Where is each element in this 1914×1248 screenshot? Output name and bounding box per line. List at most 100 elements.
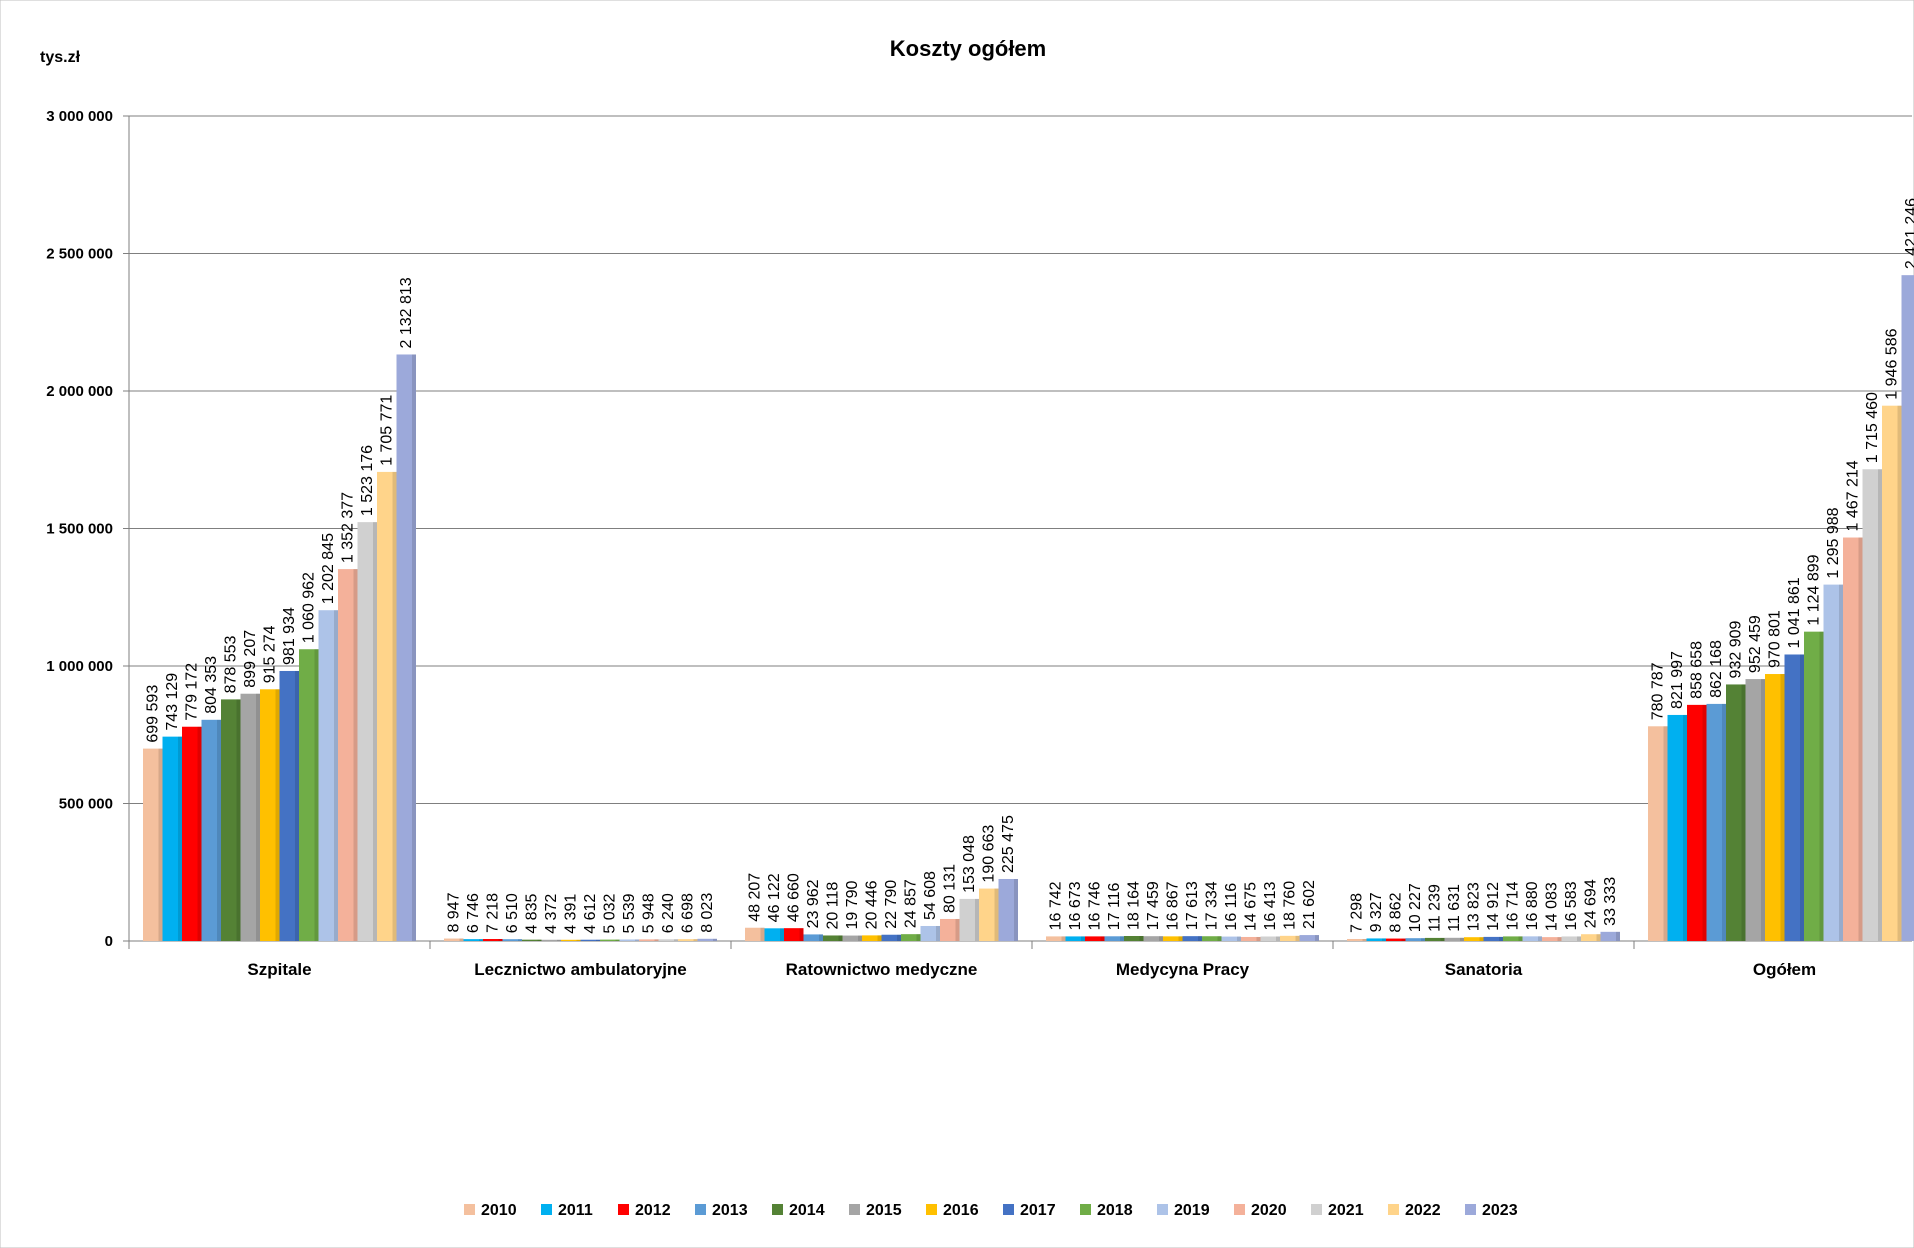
bar-shade bbox=[1460, 937, 1464, 941]
bar-shade bbox=[1518, 936, 1523, 941]
category-label: Sanatoria bbox=[1445, 960, 1523, 979]
legend: 2010 2011 2012 2013 2014 2015 2016 2017 2018 2019… bbox=[464, 1202, 1518, 1219]
data-label: 699 593 bbox=[145, 685, 162, 743]
bar-shade bbox=[1178, 936, 1183, 941]
bar-2023 bbox=[1901, 275, 1914, 941]
legend-swatch bbox=[695, 1204, 706, 1215]
data-label: 1 946 586 bbox=[1884, 328, 1901, 399]
bar-2020 bbox=[639, 939, 659, 941]
bar-shade bbox=[518, 939, 522, 941]
data-label: 8 947 bbox=[446, 892, 463, 932]
data-label: 780 787 bbox=[1650, 662, 1667, 720]
bar-shade bbox=[819, 934, 823, 941]
bar-2015 bbox=[1745, 679, 1765, 941]
bar-2020 bbox=[1542, 937, 1562, 941]
bar-shade bbox=[537, 939, 542, 941]
bar-shade bbox=[955, 918, 960, 941]
data-label: 1 295 988 bbox=[1825, 507, 1842, 578]
bar-2020 bbox=[1843, 537, 1863, 941]
bar-shade bbox=[1741, 684, 1746, 941]
bar-2015 bbox=[240, 693, 260, 941]
bar-2012 bbox=[182, 726, 202, 941]
bar-shade bbox=[1663, 726, 1668, 941]
bar-shade bbox=[1702, 704, 1707, 941]
data-label: 5 539 bbox=[621, 893, 638, 933]
bar-shade bbox=[1120, 936, 1124, 941]
bar-2012 bbox=[1687, 704, 1707, 941]
data-label: 46 122 bbox=[766, 873, 783, 922]
bar-2017 bbox=[279, 670, 299, 941]
data-label: 1 523 176 bbox=[359, 445, 376, 516]
data-label: 16 413 bbox=[1262, 881, 1279, 930]
bar-shade bbox=[1198, 936, 1202, 941]
bar-2015 bbox=[1143, 936, 1163, 941]
bar-shade bbox=[1421, 938, 1425, 941]
bar-shade bbox=[353, 569, 358, 941]
data-label: 19 790 bbox=[844, 881, 861, 930]
bar-2018 bbox=[1503, 936, 1523, 941]
data-label: 24 857 bbox=[903, 879, 920, 928]
bar-shade bbox=[1819, 631, 1824, 941]
data-label: 1 352 377 bbox=[340, 492, 357, 563]
gridlines bbox=[129, 115, 1912, 804]
bar-shade bbox=[1256, 936, 1261, 941]
bar-2010 bbox=[444, 938, 464, 941]
legend-swatch bbox=[464, 1204, 475, 1215]
axes: 0 500 000 1 000 000 1 500 000 2 000 000 2 500… bbox=[46, 108, 1912, 950]
data-label: 22 790 bbox=[883, 880, 900, 929]
unit-label: tys.zł bbox=[40, 49, 81, 66]
bar-2018 bbox=[901, 934, 921, 941]
legend-label: 2020 bbox=[1251, 1202, 1287, 1219]
bar-shade bbox=[576, 939, 581, 941]
data-label: 17 116 bbox=[1106, 882, 1123, 930]
bar-2011 bbox=[764, 928, 784, 941]
data-label: 4 612 bbox=[582, 894, 599, 934]
data-label: 1 041 861 bbox=[1786, 577, 1803, 648]
bar-2010 bbox=[143, 748, 163, 941]
bar-2021 bbox=[357, 522, 377, 941]
y-tick-label: 2 000 000 bbox=[46, 383, 113, 400]
bar-2013 bbox=[803, 934, 823, 941]
legend-label: 2022 bbox=[1405, 1202, 1441, 1219]
data-label: 7 298 bbox=[1349, 893, 1366, 933]
bar-2011 bbox=[1667, 714, 1687, 941]
bar-2018 bbox=[1202, 936, 1222, 941]
data-label: 6 698 bbox=[680, 893, 697, 933]
legend-label: 2018 bbox=[1097, 1202, 1133, 1219]
bar-2018 bbox=[1804, 631, 1824, 941]
data-label: 970 801 bbox=[1767, 610, 1784, 668]
bar-shade bbox=[1596, 934, 1601, 941]
bar-shade bbox=[936, 925, 940, 941]
data-label: 14 675 bbox=[1243, 882, 1260, 931]
bar-shade bbox=[1061, 936, 1066, 941]
bar-shade bbox=[1499, 936, 1503, 941]
data-label: 6 746 bbox=[465, 893, 482, 933]
data-label: 16 880 bbox=[1524, 881, 1541, 930]
bar-2014 bbox=[1726, 684, 1746, 941]
bar-shade bbox=[994, 888, 999, 941]
bar-2020 bbox=[338, 569, 358, 941]
bar-shade bbox=[295, 670, 299, 941]
bars bbox=[143, 275, 1914, 941]
bar-shade bbox=[1616, 931, 1620, 941]
bar-2012 bbox=[1085, 936, 1105, 941]
bar-2021 bbox=[1260, 936, 1280, 941]
data-label: 743 129 bbox=[164, 673, 181, 731]
bar-shade bbox=[217, 719, 221, 941]
legend-swatch bbox=[1234, 1204, 1245, 1215]
bar-2015 bbox=[541, 939, 561, 941]
legend-swatch bbox=[772, 1204, 783, 1215]
legend-label: 2015 bbox=[866, 1202, 902, 1219]
data-label: 1 202 845 bbox=[320, 533, 337, 604]
data-label: 8 862 bbox=[1388, 892, 1405, 932]
bar-2015 bbox=[1444, 937, 1464, 941]
data-label: 804 353 bbox=[203, 656, 220, 714]
category-label: Szpitale bbox=[247, 960, 311, 979]
bar-shade bbox=[897, 934, 901, 941]
bar-shade bbox=[459, 938, 464, 941]
data-label: 1 124 899 bbox=[1806, 554, 1823, 625]
bar-shade bbox=[1557, 937, 1562, 941]
bar-shade bbox=[1139, 936, 1144, 941]
bar-shade bbox=[1315, 935, 1319, 941]
bar-2010 bbox=[1648, 726, 1668, 941]
